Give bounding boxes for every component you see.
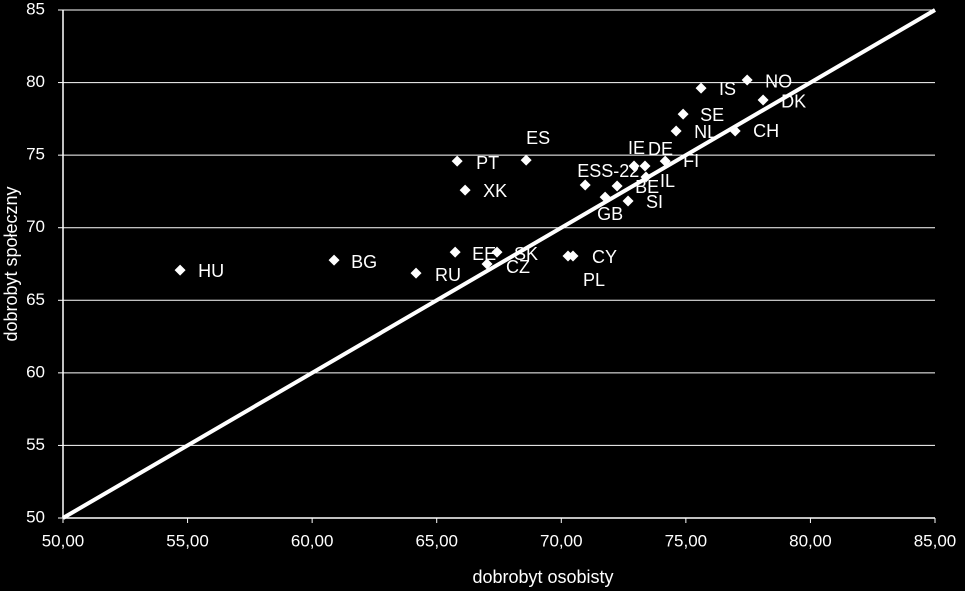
point: [677, 108, 689, 120]
x-tick-label: 70,00: [540, 531, 583, 550]
point: [659, 155, 671, 167]
point-label: EE: [472, 244, 496, 264]
point-label: ES: [526, 128, 550, 148]
x-axis-label: dobrobyt osobisty: [472, 567, 613, 587]
point: [611, 180, 623, 192]
point: [741, 74, 753, 86]
point-label: ESS-22: [577, 161, 639, 181]
point-label: CH: [753, 121, 779, 141]
point-label: DE: [648, 139, 673, 159]
x-tick-label: 65,00: [415, 531, 458, 550]
y-tick-label: 65: [26, 290, 45, 309]
point: [579, 179, 591, 191]
point: [481, 258, 493, 270]
point: [757, 94, 769, 106]
x-tick-label: 75,00: [665, 531, 708, 550]
point-label: PL: [583, 270, 605, 290]
x-tick-label: 50,00: [42, 531, 85, 550]
point: [670, 125, 682, 137]
point: [639, 160, 651, 172]
point: [622, 195, 634, 207]
point: [410, 267, 422, 279]
point: [695, 82, 707, 94]
point-label: CZ: [506, 257, 530, 277]
point-label: NL: [694, 122, 717, 142]
y-tick-label: 80: [26, 72, 45, 91]
point: [599, 191, 611, 203]
x-tick-label: 60,00: [291, 531, 334, 550]
point: [174, 264, 186, 276]
point: [459, 184, 471, 196]
point-label: DK: [781, 92, 806, 112]
y-tick-label: 55: [26, 435, 45, 454]
point-label: NO: [765, 72, 792, 92]
point-label: SK: [514, 244, 538, 264]
point-label: XK: [483, 181, 507, 201]
x-tick-label: 80,00: [789, 531, 832, 550]
point: [729, 125, 741, 137]
point: [640, 171, 652, 183]
y-tick-label: 85: [26, 0, 45, 18]
point-label: HU: [198, 261, 224, 281]
diagonal-line: [61, 8, 937, 520]
point-label: BG: [351, 252, 377, 272]
x-tick-label: 55,00: [166, 531, 209, 550]
point-label: CY: [592, 247, 617, 267]
point-label: GB: [597, 204, 623, 224]
point-label: BE: [635, 177, 659, 197]
point: [328, 254, 340, 266]
point: [520, 154, 532, 166]
point: [628, 160, 640, 172]
y-axis-label: dobrobyt społeczny: [1, 186, 21, 341]
point-label: SI: [646, 192, 663, 212]
point-label: IL: [660, 171, 675, 191]
y-tick-label: 60: [26, 362, 45, 381]
point-label: SE: [700, 105, 724, 125]
point-label: RU: [435, 265, 461, 285]
y-tick-label: 50: [26, 507, 45, 526]
point: [491, 246, 503, 258]
point-label: IS: [719, 79, 736, 99]
point: [449, 246, 461, 258]
point: [567, 250, 579, 262]
point-label: FI: [683, 151, 699, 171]
y-tick-label: 75: [26, 145, 45, 164]
point-label: IE: [628, 138, 645, 158]
point-label: PT: [476, 153, 499, 173]
point: [451, 155, 463, 167]
y-tick-label: 70: [26, 217, 45, 236]
x-tick-label: 85,00: [914, 531, 957, 550]
